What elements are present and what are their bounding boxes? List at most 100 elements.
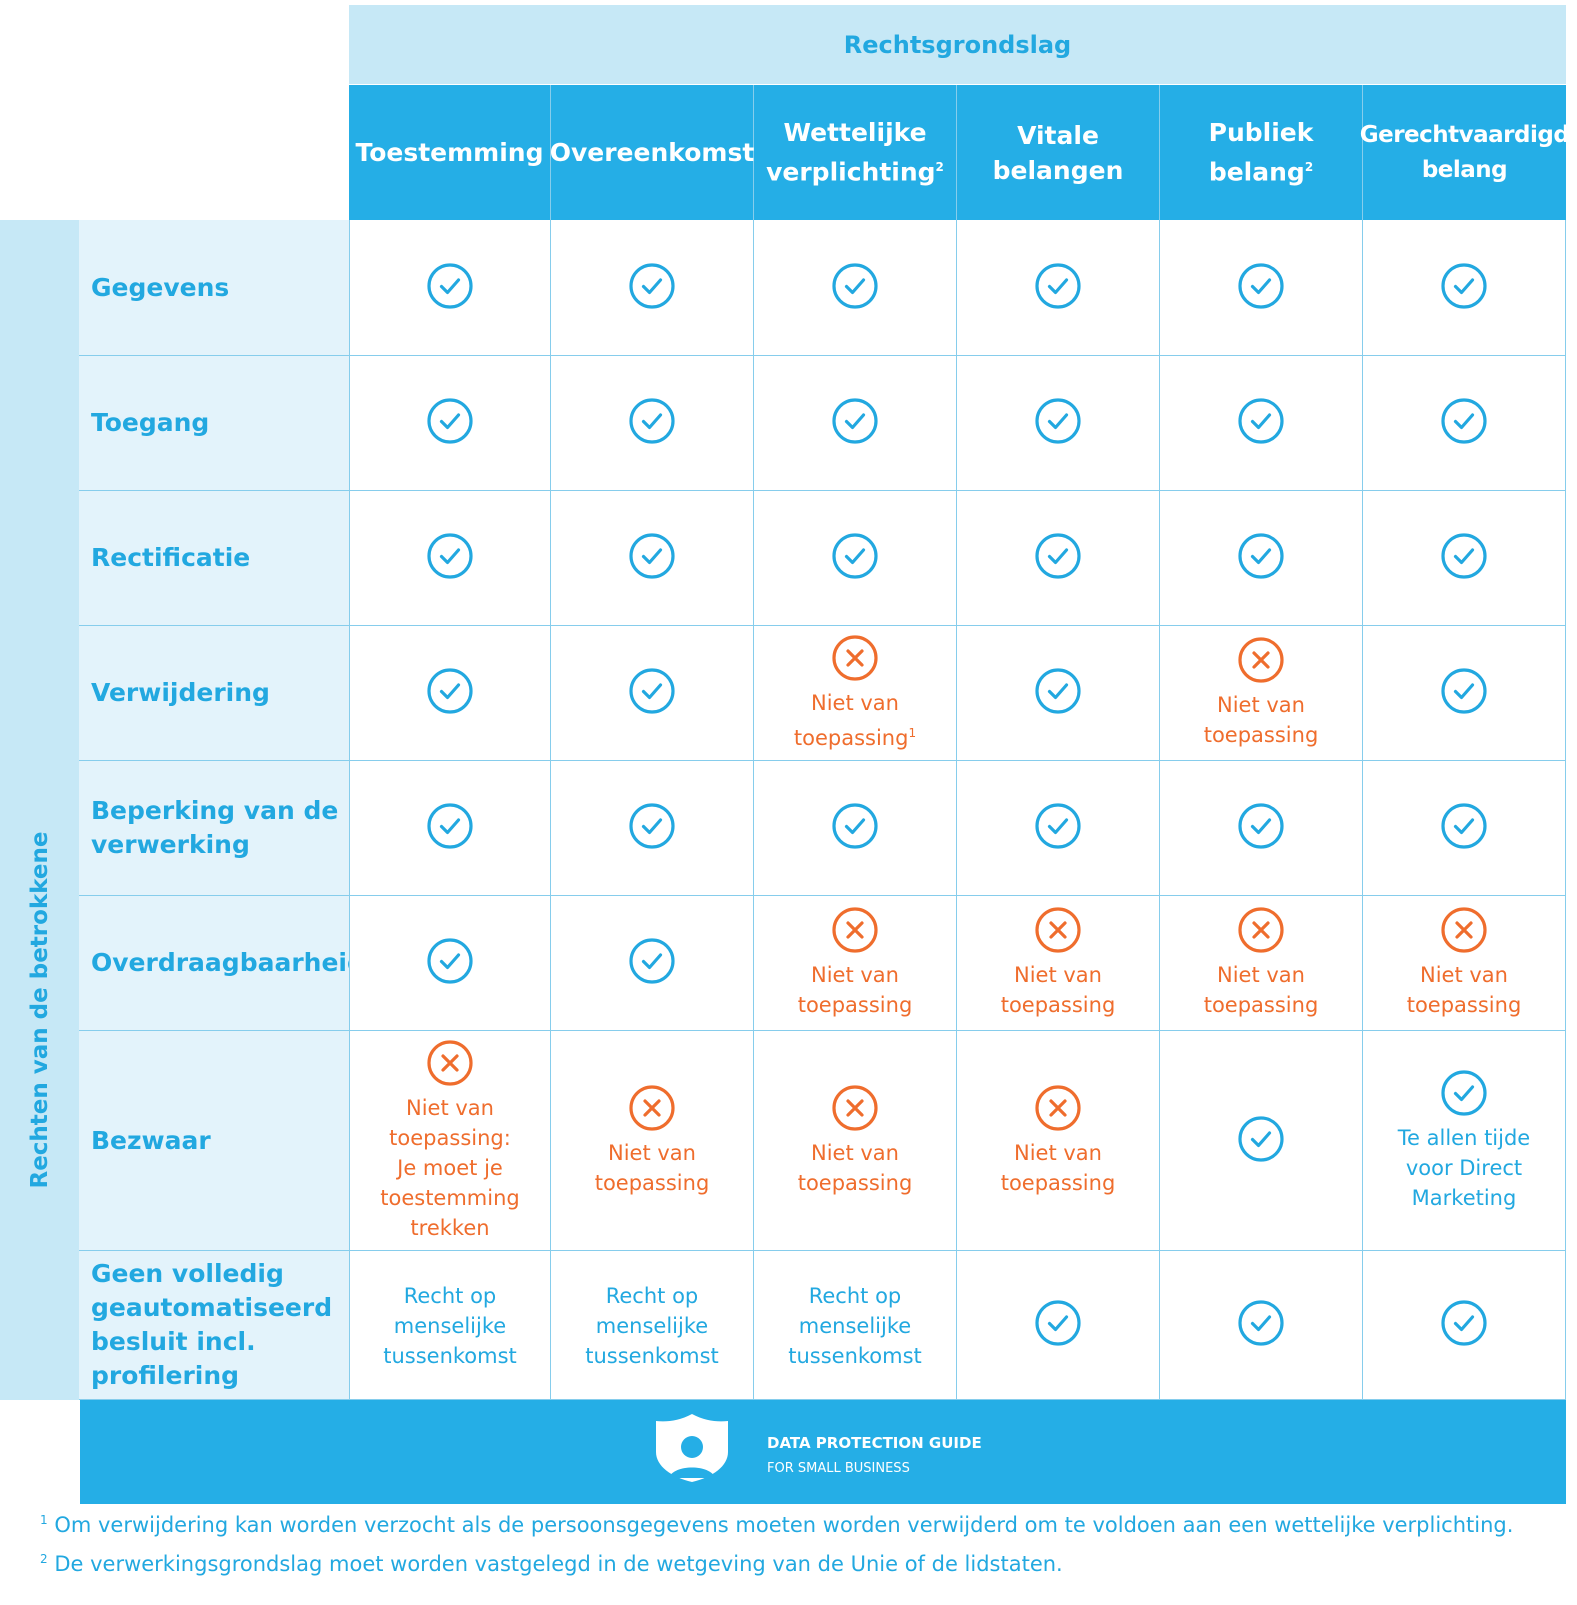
cell-text: Niet van toepassing <box>1203 963 1319 1017</box>
cross-icon <box>426 1039 474 1091</box>
check-icon <box>1440 802 1488 854</box>
check-icon <box>831 262 879 314</box>
check-icon <box>426 262 474 314</box>
table-cell <box>957 491 1160 626</box>
cross-icon <box>628 1084 676 1136</box>
table-cell <box>349 896 551 1031</box>
table-cell <box>349 491 551 626</box>
side-bar: Rechten van de betrokkene <box>0 220 79 1400</box>
cell-text: Niet van toepassing <box>1000 1140 1116 1195</box>
check-icon <box>1237 1299 1285 1351</box>
cell-text: Niet van toepassing <box>797 1140 913 1195</box>
check-icon <box>1440 532 1488 584</box>
table-cell <box>1160 356 1363 491</box>
table-cell: Recht op menselijke tussenkomst <box>754 1251 957 1400</box>
check-icon <box>628 397 676 449</box>
table-cell <box>957 761 1160 896</box>
cross-icon <box>1034 906 1082 958</box>
table-cell <box>349 626 551 761</box>
check-icon <box>628 532 676 584</box>
cross-icon <box>831 1084 879 1136</box>
table-cell: Niet van toepassing1 <box>754 626 957 761</box>
row-label: Rectificatie <box>79 491 349 626</box>
row-label: Verwijdering <box>79 626 349 761</box>
row-label: Toegang <box>79 356 349 491</box>
table-cell: Niet van toepassing <box>1160 896 1363 1031</box>
table-cell <box>551 220 754 356</box>
table-cell: Niet van toepassing <box>1363 896 1566 1031</box>
table-cell: Te allen tijde voor Direct Marketing <box>1363 1031 1566 1251</box>
row-label: Bezwaar <box>79 1031 349 1251</box>
table-cell <box>1363 1251 1566 1400</box>
check-icon <box>1034 667 1082 719</box>
table-cell <box>1363 356 1566 491</box>
table-cell: Niet van toepassing <box>957 1031 1160 1251</box>
row-label: Beperking van de verwerking <box>79 761 349 896</box>
check-icon <box>628 262 676 314</box>
cross-icon <box>1440 906 1488 958</box>
row-label: Overdraagbaarheid <box>79 896 365 1031</box>
cross-icon <box>1237 636 1285 688</box>
table-cell <box>1160 1251 1363 1400</box>
table-cell <box>1363 626 1566 761</box>
footer-banner <box>80 1400 1566 1504</box>
cell-text: Niet van toepassing <box>1000 963 1116 1017</box>
column-header: Vitale belangen <box>957 85 1160 220</box>
footnote-1: 1 Om verwijdering kan worden verzocht al… <box>40 1513 1514 1537</box>
table-cell <box>1160 761 1363 896</box>
table-cell: Niet van toepassing <box>551 1031 754 1251</box>
table-cell <box>754 761 957 896</box>
table-cell <box>349 220 551 356</box>
table-cell <box>551 626 754 761</box>
table-cell <box>957 626 1160 761</box>
shield-person-icon <box>656 1414 728 1482</box>
check-icon <box>628 667 676 719</box>
cell-text: Niet van toepassing: Je moet je toestemm… <box>380 1095 520 1240</box>
table-cell: Niet van toepassing <box>754 896 957 1031</box>
table-cell <box>349 356 551 491</box>
check-icon <box>1237 262 1285 314</box>
table-cell <box>754 220 957 356</box>
table-cell: Niet van toepassing <box>1160 626 1363 761</box>
check-icon <box>1034 532 1082 584</box>
row-label: Geen volledig geautomatiseerd besluit in… <box>79 1251 349 1400</box>
check-icon <box>1440 262 1488 314</box>
check-icon <box>1440 667 1488 719</box>
cell-text: Recht op menselijke tussenkomst <box>788 1284 922 1368</box>
table-title: Rechtsgrondslag <box>349 5 1566 84</box>
check-icon <box>1034 262 1082 314</box>
check-icon <box>1440 397 1488 449</box>
table-cell <box>1363 761 1566 896</box>
cell-text: Niet van toepassing <box>1406 963 1522 1017</box>
cell-text: Niet van toepassing <box>797 963 913 1017</box>
table-cell <box>1363 220 1566 356</box>
check-icon <box>1034 1299 1082 1351</box>
check-icon <box>831 802 879 854</box>
column-header: Wettelijke verplichting2 <box>754 85 957 220</box>
cell-text: Niet van toepassing <box>594 1140 710 1195</box>
check-icon <box>1237 397 1285 449</box>
side-label: Rechten van de betrokkene <box>27 831 53 1189</box>
brand-tagline: FOR SMALL BUSINESS <box>767 1461 910 1476</box>
table-cell <box>1160 1031 1363 1251</box>
check-icon <box>1237 802 1285 854</box>
table-cell: Niet van toepassing <box>957 896 1160 1031</box>
table-cell: Recht op menselijke tussenkomst <box>551 1251 754 1400</box>
table-cell <box>1160 220 1363 356</box>
table-cell <box>754 491 957 626</box>
table-cell: Niet van toepassing <box>754 1031 957 1251</box>
check-icon <box>831 532 879 584</box>
brand-name: DATA PROTECTION GUIDE <box>767 1434 982 1452</box>
check-icon <box>1440 1069 1488 1121</box>
table-cell <box>1160 491 1363 626</box>
column-header: Overeenkomst <box>550 85 754 220</box>
check-icon <box>426 802 474 854</box>
cell-text: Niet van toepassing <box>1203 693 1319 747</box>
check-icon <box>1237 1115 1285 1167</box>
table-cell <box>957 356 1160 491</box>
table-cell <box>551 491 754 626</box>
table-cell <box>551 896 754 1031</box>
column-header: Publiek belang2 <box>1160 85 1363 220</box>
column-header: Gerechtvaardigd belang <box>1360 85 1570 220</box>
check-icon <box>831 397 879 449</box>
